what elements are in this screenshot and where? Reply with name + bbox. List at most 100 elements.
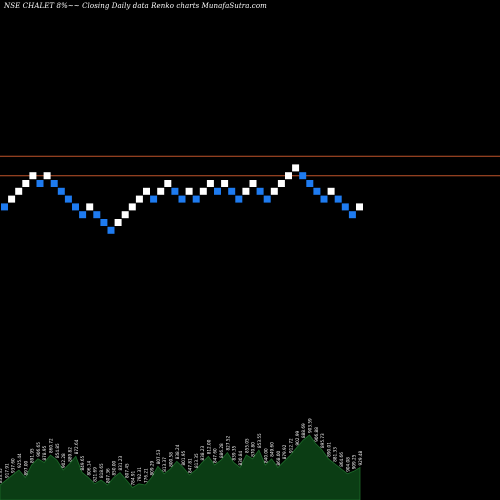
volume-label: 818.65 bbox=[99, 463, 104, 478]
volume-label: 864.66 bbox=[339, 452, 344, 467]
renko-brick-down bbox=[150, 195, 158, 203]
renko-brick-down bbox=[100, 219, 108, 226]
volume-label: 827.52 bbox=[225, 436, 230, 451]
volume-label: 897.00 bbox=[23, 461, 28, 476]
renko-brick-down bbox=[313, 187, 321, 195]
volume-label: 847.81 bbox=[188, 458, 193, 473]
renko-brick-up bbox=[8, 195, 16, 203]
renko-brick-up bbox=[206, 180, 214, 187]
renko-brick-down bbox=[72, 203, 79, 211]
renko-brick-up bbox=[43, 172, 51, 180]
renko-brick-up bbox=[270, 187, 278, 195]
volume-label: 792.31 bbox=[137, 467, 142, 482]
volume-label: 890.01 bbox=[326, 442, 331, 457]
renko-brick-up bbox=[327, 187, 335, 195]
volume-label: 800.58 bbox=[169, 452, 174, 467]
renko-brick-down bbox=[171, 187, 179, 195]
chart-title: NSE CHALET 8%~~ Closing Daily data Renko… bbox=[4, 2, 267, 10]
volume-label: 917.91 bbox=[4, 463, 9, 478]
volume-label: 906.65 bbox=[36, 442, 41, 457]
renko-brick-down bbox=[341, 203, 349, 211]
renko-brick-down bbox=[214, 187, 221, 195]
volume-label: 872.64 bbox=[74, 439, 79, 454]
renko-brick-up bbox=[128, 203, 136, 211]
volume-label: 807.36 bbox=[105, 468, 110, 483]
renko-brick-down bbox=[1, 203, 8, 211]
reference-lines bbox=[0, 155, 500, 177]
volume-label: 891.95 bbox=[30, 448, 35, 463]
volume-label: 879.92 bbox=[282, 444, 287, 459]
renko-brick-down bbox=[57, 187, 65, 195]
volume-label: 860.72 bbox=[49, 438, 54, 453]
volume-label: 854.85 bbox=[55, 443, 60, 458]
volume-label: 821.69 bbox=[93, 467, 98, 482]
renko-brick-up bbox=[86, 203, 94, 211]
renko-brick-down bbox=[64, 195, 72, 203]
volume-label: 937.60 bbox=[11, 458, 16, 473]
renko-brick-up bbox=[277, 180, 285, 187]
volume-label: 929.48 bbox=[358, 451, 363, 466]
renko-brick-down bbox=[178, 195, 186, 203]
renko-brick-up bbox=[356, 203, 363, 211]
volume-label: 784.91 bbox=[131, 471, 136, 486]
volume-area bbox=[0, 434, 361, 500]
volume-label: 925.44 bbox=[17, 453, 22, 468]
renko-brick-up bbox=[292, 164, 300, 172]
volume-label: 812.00 bbox=[206, 439, 211, 454]
volume-label: 855.05 bbox=[244, 438, 249, 453]
renko-brick-down bbox=[320, 195, 328, 203]
renko-brick-up bbox=[121, 211, 129, 219]
volume-label: 895.73 bbox=[320, 433, 325, 448]
volume-label: 831.23 bbox=[118, 456, 123, 471]
renko-brick-down bbox=[79, 211, 87, 219]
volume-label: 878.95 bbox=[42, 446, 47, 461]
renko-brick-down bbox=[256, 187, 264, 195]
volume-label: 807.53 bbox=[156, 449, 161, 464]
renko-brick-down bbox=[299, 172, 307, 180]
renko-brick-up bbox=[221, 180, 229, 187]
volume-label: 849.65 bbox=[80, 456, 85, 471]
volume-label: 912.72 bbox=[289, 438, 294, 453]
volume-label: 889.82 bbox=[68, 447, 73, 462]
renko-brick-down bbox=[334, 195, 342, 203]
renko-brick-up bbox=[29, 172, 37, 180]
volume-label: 853.55 bbox=[257, 433, 262, 448]
volume-label: 904.08 bbox=[345, 457, 350, 472]
volume-label: 903.59 bbox=[308, 418, 313, 433]
renko-brick-up bbox=[164, 180, 172, 187]
volume-label: 813.37 bbox=[162, 457, 167, 472]
renko-brick-up bbox=[285, 172, 292, 180]
renko-bricks bbox=[1, 164, 363, 234]
renko-brick-down bbox=[348, 211, 356, 219]
volume-label: 909.25 bbox=[352, 454, 357, 469]
volume-label: 813.35 bbox=[194, 453, 199, 468]
volume-label: 840.00 bbox=[263, 448, 268, 463]
volume-label: 847.60 bbox=[213, 448, 218, 463]
renko-brick-down bbox=[263, 195, 271, 203]
volume-label: 801.95 bbox=[181, 451, 186, 466]
renko-brick-up bbox=[249, 180, 257, 187]
volume-label: 868.00 bbox=[276, 451, 281, 466]
volume-label: 776.21 bbox=[143, 468, 148, 483]
renko-brick-up bbox=[114, 219, 122, 226]
volume-label: 906.88 bbox=[314, 427, 319, 442]
renko-brick-down bbox=[235, 195, 243, 203]
renko-brick-down bbox=[50, 180, 58, 187]
volume-label: 838.24 bbox=[175, 444, 180, 459]
volume-label: 849.60 bbox=[270, 442, 275, 457]
renko-brick-down bbox=[107, 226, 115, 234]
volume-label: 881.33 bbox=[333, 447, 338, 462]
volume-label: 806.14 bbox=[86, 461, 91, 476]
volume-label: 850.00 bbox=[112, 461, 117, 476]
renko-brick-up bbox=[199, 187, 207, 195]
renko-brick-up bbox=[185, 187, 193, 195]
renko-brick-up bbox=[135, 195, 143, 203]
volume-label: 830.84 bbox=[238, 451, 243, 466]
renko-brick-up bbox=[22, 180, 30, 187]
renko-brick-down bbox=[93, 211, 101, 219]
volume-panel bbox=[0, 434, 361, 500]
renko-brick-up bbox=[242, 187, 250, 195]
